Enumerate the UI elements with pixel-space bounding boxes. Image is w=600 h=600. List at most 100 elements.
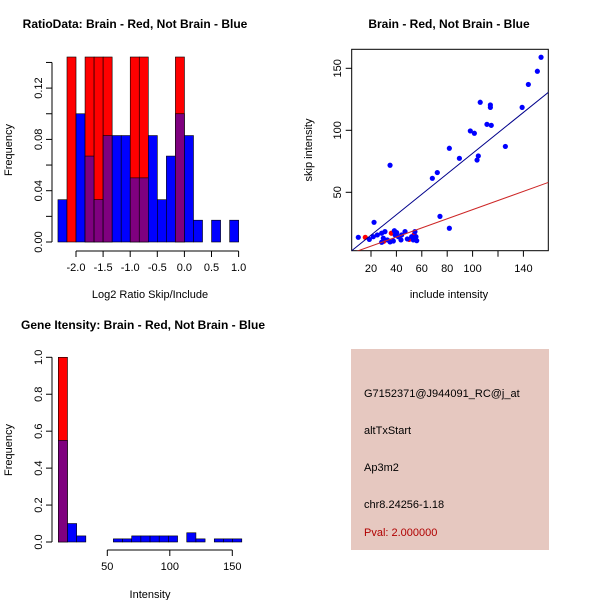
scatter-x-tick-label: 60 (416, 263, 428, 275)
not-brain-point (374, 232, 380, 238)
not-brain-point (382, 229, 388, 235)
intensity-bar-not-brain (213, 538, 224, 543)
pval: Pval: 2.000000 (364, 527, 437, 539)
not-brain-point (487, 104, 493, 110)
ratio-bar-not-brain (148, 135, 158, 243)
scatter-y-tick-label: 150 (332, 59, 344, 77)
ratio-histogram-title: RatioData: Brain - Red, Not Brain - Blue (23, 17, 248, 31)
intensity-x-tick-label: 50 (101, 561, 113, 573)
not-brain-point (446, 225, 452, 231)
not-brain-point (437, 213, 443, 219)
not-brain-point (380, 235, 386, 241)
not-brain-point (387, 162, 393, 168)
ratio-bar-overlap (175, 113, 185, 243)
scatter-x-tick-label: 20 (365, 263, 377, 275)
ratio-bar-not-brain (229, 219, 239, 243)
intensity-bar-not-brain (67, 523, 77, 543)
probe-id: G7152371@J944091_RC@j_at (364, 388, 520, 400)
intensity-scatter-xlabel: include intensity (410, 289, 489, 301)
not-brain-point (502, 143, 508, 150)
intensity-bar-overlap (57, 440, 68, 543)
not-brain-point (484, 121, 490, 127)
gene-intensity-xlabel: Intensity (130, 589, 171, 600)
ratio-bar-not-brain (57, 199, 68, 243)
not-brain-point (398, 237, 404, 243)
not-brain-point (434, 169, 440, 176)
ratio-histogram-xlabel: Log2 Ratio Skip/Include (92, 289, 208, 301)
not-brain-point (394, 230, 400, 236)
not-brain-point (446, 145, 452, 151)
ratio-y-tick-label: 0.12 (33, 77, 45, 98)
not-brain-point (488, 122, 494, 128)
intensity-y-tick-label: 0.0 (33, 534, 45, 549)
gene-intensity-title: Gene Itensity: Brain - Red, Not Brain - … (21, 318, 265, 332)
intensity-y-tick-label: 0.6 (33, 424, 45, 439)
not-brain-point (387, 239, 393, 245)
ratio-x-tick-label: 1.0 (231, 262, 246, 274)
not-brain-point (474, 157, 480, 163)
ratio-bar-overlap (129, 177, 140, 243)
intensity-y-tick-label: 0.8 (33, 387, 45, 402)
intensity-bar-not-brain (158, 535, 169, 543)
scatter-x-tick-label: 80 (441, 263, 453, 275)
not-brain-point (429, 175, 435, 181)
not-brain-point (456, 155, 462, 161)
not-brain-point (471, 130, 477, 136)
ratio-bar-not-brain (111, 135, 122, 243)
ratio-bar-brain (66, 56, 77, 243)
not-brain-point (371, 219, 377, 225)
ratio-x-tick-label: 0.0 (177, 262, 192, 274)
not-brain-point (467, 128, 473, 134)
info-panel-background (351, 349, 549, 550)
scatter-x-tick-label: 140 (514, 263, 532, 275)
not-brain-point (404, 236, 410, 242)
ratio-histogram: RatioData: Brain - Red, Not Brain - Blue… (3, 17, 248, 301)
ratio-bar-not-brain (166, 155, 176, 243)
intensity-y-tick-label: 0.2 (33, 497, 45, 512)
event-type: altTxStart (364, 425, 411, 437)
intensity-bar-not-brain (223, 538, 233, 543)
not-brain-point (402, 229, 408, 235)
ratio-bar-not-brain (157, 199, 167, 243)
scatter-y-tick-label: 50 (332, 186, 344, 198)
intensity-scatter-ylabel: skip intensity (303, 118, 315, 181)
intensity-x-tick-label: 100 (161, 561, 179, 573)
intensity-bar-not-brain (195, 538, 206, 543)
brain-fit-line (356, 181, 549, 251)
ratio-bar-overlap (102, 135, 113, 243)
ratio-x-tick-label: 0.5 (204, 262, 219, 274)
intensity-y-tick-label: 1.0 (33, 350, 45, 365)
intensity-bar-not-brain (76, 535, 87, 543)
not-brain-fit-line (351, 91, 549, 251)
genomic-location: chr8.24256-1.18 (364, 499, 444, 511)
ratio-bar-overlap (93, 199, 104, 243)
not-brain-point (410, 237, 416, 243)
ratio-histogram-ylabel: Frequency (3, 124, 15, 176)
not-brain-point (525, 81, 531, 88)
ratio-x-tick-label: -1.5 (94, 262, 113, 274)
ratio-y-tick-label: 0.00 (33, 231, 45, 252)
ratio-y-tick-label: 0.04 (33, 180, 45, 201)
intensity-bar-not-brain (168, 535, 178, 543)
ratio-y-tick-label: 0.08 (33, 129, 45, 150)
intensity-bar-not-brain (140, 535, 151, 543)
not-brain-point (477, 99, 483, 105)
ratio-x-tick-label: -2.0 (67, 262, 86, 274)
ratio-bar-not-brain (75, 113, 86, 243)
intensity-bar-not-brain (149, 535, 160, 543)
intensity-y-tick-label: 0.4 (33, 460, 45, 475)
ratio-x-tick-label: -0.5 (148, 262, 167, 274)
ratio-bar-not-brain (193, 219, 203, 243)
intensity-bar-not-brain (232, 538, 243, 543)
intensity-bar-not-brain (186, 532, 197, 543)
intensity-x-tick-label: 150 (223, 561, 241, 573)
ratio-bar-overlap (138, 177, 149, 243)
info-panel: G7152371@J944091_RC@j_at altTxStart Ap3m… (351, 349, 549, 550)
not-brain-point (519, 104, 525, 110)
intensity-scatter: Brain - Red, Not Brain - Blue include in… (303, 17, 549, 301)
not-brain-point (534, 68, 540, 74)
gene-intensity-histogram: Gene Itensity: Brain - Red, Not Brain - … (3, 318, 265, 600)
intensity-bar-not-brain (122, 538, 133, 543)
gene-intensity-ylabel: Frequency (3, 424, 15, 476)
